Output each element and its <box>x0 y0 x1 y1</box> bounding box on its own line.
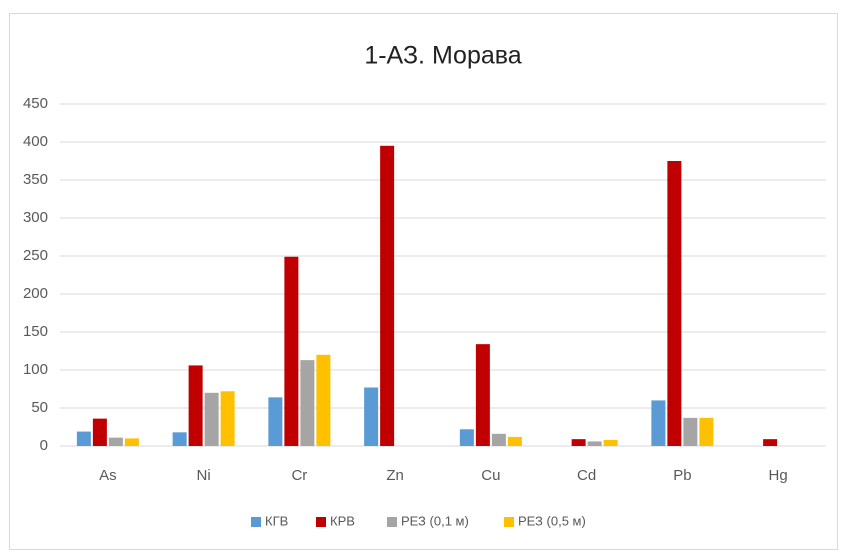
bar <box>172 432 187 446</box>
legend-label: РЕЗ (0,5 м) <box>518 513 586 528</box>
bar <box>667 161 682 446</box>
bar <box>507 436 522 446</box>
y-tick-label: 50 <box>31 399 48 416</box>
bar <box>651 400 666 446</box>
legend-swatch <box>387 517 397 527</box>
x-tick-label: Zn <box>386 467 404 484</box>
y-tick-label: 150 <box>23 323 48 340</box>
chart-border <box>9 13 838 550</box>
bar <box>364 387 379 446</box>
x-tick-label: Ni <box>197 467 211 484</box>
bar <box>380 145 395 447</box>
bar <box>220 391 235 446</box>
bar <box>683 417 698 446</box>
bar <box>475 344 490 446</box>
chart-title: 1-АЗ. Морава <box>364 42 521 70</box>
y-tick-label: 450 <box>23 95 48 112</box>
bar <box>571 439 586 446</box>
legend-label: РЕЗ (0,1 м) <box>401 513 469 528</box>
bar <box>124 438 139 446</box>
y-tick-label: 0 <box>40 437 48 454</box>
bar <box>284 256 299 446</box>
x-tick-label: Pb <box>673 467 691 484</box>
bar <box>188 365 203 446</box>
y-tick-label: 250 <box>23 247 48 264</box>
bar <box>204 392 219 446</box>
y-tick-label: 100 <box>23 361 48 378</box>
legend-swatch <box>504 517 514 527</box>
bar <box>316 354 331 446</box>
bar <box>92 418 107 446</box>
legend-swatch <box>316 517 326 527</box>
bar <box>108 437 123 446</box>
bar <box>76 431 91 446</box>
bar <box>300 360 315 446</box>
bar <box>763 439 778 446</box>
bar <box>603 439 618 446</box>
y-tick-label: 350 <box>23 171 48 188</box>
y-tick-label: 300 <box>23 209 48 226</box>
x-tick-label: As <box>99 467 117 484</box>
bar <box>268 397 283 446</box>
bar <box>491 433 506 446</box>
legend-label: КРВ <box>330 513 355 528</box>
x-tick-label: Cu <box>481 467 500 484</box>
y-tick-label: 400 <box>23 133 48 150</box>
legend-swatch <box>251 517 261 527</box>
bar <box>587 441 602 446</box>
x-tick-label: Cr <box>291 467 307 484</box>
legend-label: КГВ <box>265 513 288 528</box>
x-tick-label: Hg <box>769 467 788 484</box>
x-tick-label: Cd <box>577 467 596 484</box>
bar <box>459 429 474 446</box>
y-tick-label: 200 <box>23 285 48 302</box>
bar <box>699 417 714 446</box>
